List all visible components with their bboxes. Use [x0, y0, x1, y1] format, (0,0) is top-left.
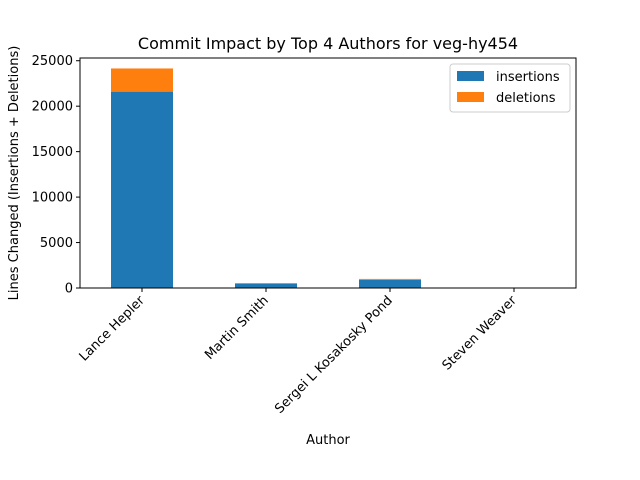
y-tick-label: 25000 — [32, 54, 73, 69]
bars-layer — [111, 68, 421, 289]
legend-swatch-insertions — [457, 71, 484, 81]
y-tick-label: 0 — [65, 282, 73, 297]
legend: insertions deletions — [449, 63, 571, 113]
y-axis: 0 5000 10000 15000 20000 25000 — [32, 54, 80, 297]
x-tick-label: Sergei L Kosakosky Pond — [272, 293, 396, 417]
x-tick-label: Martin Smith — [202, 293, 272, 363]
x-axis: Lance Hepler Martin Smith Sergei L Kosakos… — [77, 288, 521, 417]
x-tick-label: Steven Weaver — [440, 293, 521, 374]
plot-frame — [79, 57, 577, 289]
bar-insertions-1 — [235, 283, 297, 288]
bar-insertions-2 — [359, 279, 421, 288]
y-axis-title: Lines Changed (Insertions + Deletions) — [7, 46, 22, 301]
bar-insertions-0 — [111, 91, 173, 289]
legend-label-deletions: deletions — [496, 91, 556, 106]
x-axis-title: Author — [306, 433, 350, 448]
bar-deletions-2 — [359, 278, 421, 280]
y-tick-label: 5000 — [40, 236, 73, 251]
bar-deletions-0 — [111, 68, 173, 92]
x-tick-label: Lance Hepler — [77, 293, 149, 365]
bar-deletions-1 — [235, 283, 297, 284]
y-tick-label: 20000 — [32, 100, 73, 115]
legend-swatch-deletions — [457, 92, 484, 102]
y-tick-label: 10000 — [32, 191, 73, 206]
y-tick-label: 15000 — [32, 145, 73, 160]
legend-label-insertions: insertions — [496, 70, 560, 85]
chart-title: Commit Impact by Top 4 Authors for veg-h… — [138, 34, 518, 53]
